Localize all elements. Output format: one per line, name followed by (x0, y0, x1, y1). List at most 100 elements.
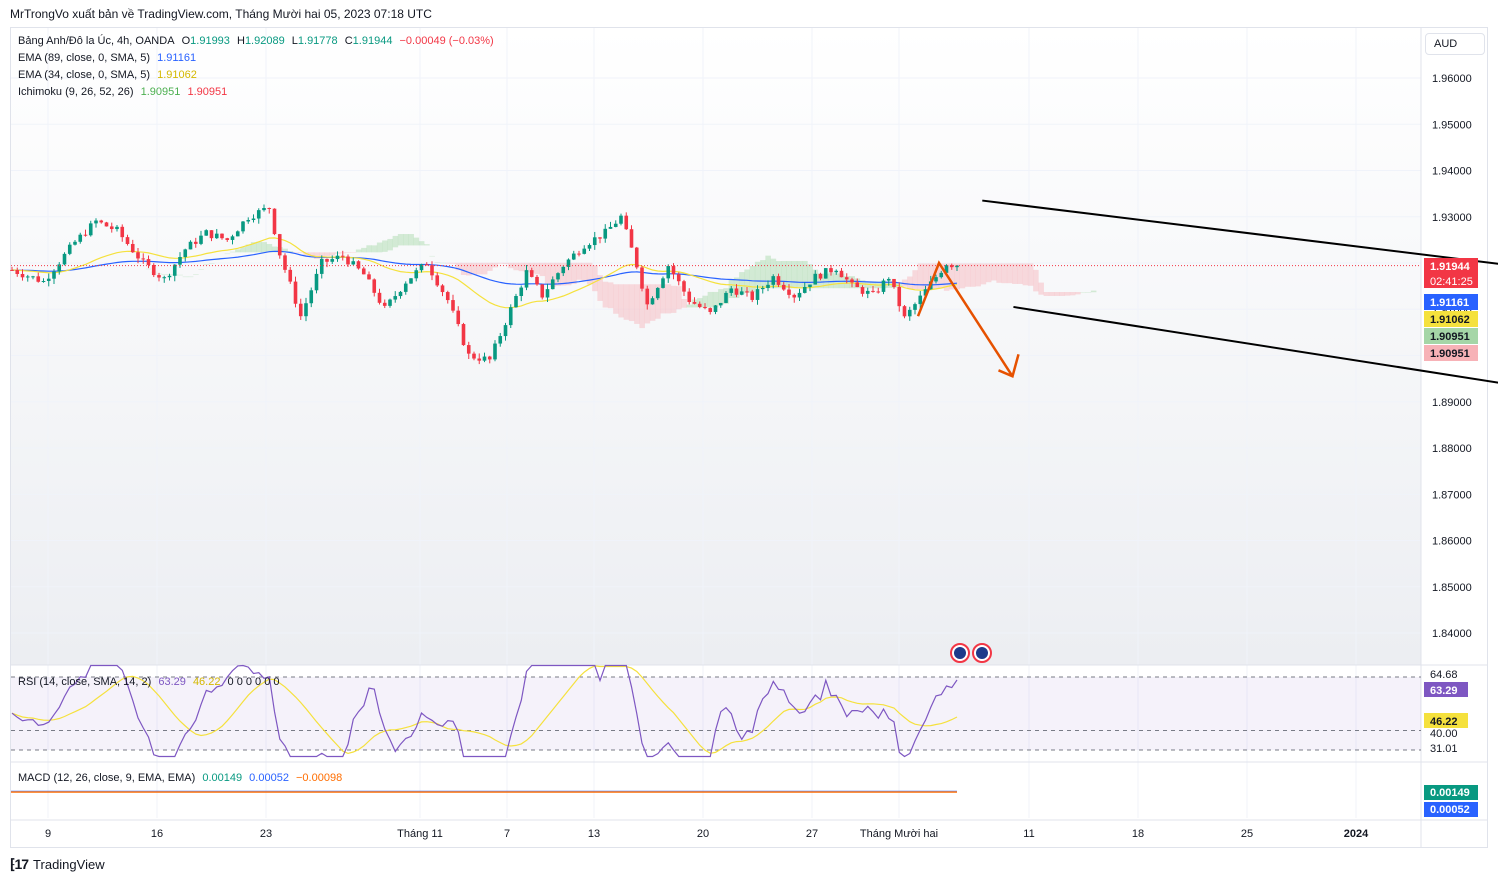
cloud-segment (445, 262, 451, 264)
cloud-segment (1027, 263, 1034, 286)
candle-body (850, 279, 854, 283)
cloud-segment (1012, 263, 1018, 284)
ichimoku-b: 1.90951 (187, 86, 228, 98)
candle-body (41, 280, 46, 282)
cloud-segment (571, 262, 577, 284)
cloud-segment (534, 262, 540, 275)
cloud-segment (954, 263, 960, 290)
cloud-segment (807, 264, 813, 289)
cloud-segment (193, 274, 199, 275)
cloud-segment (796, 260, 803, 289)
cloud-segment (319, 252, 325, 259)
cloud-segment (408, 234, 414, 246)
rsi-band (11, 677, 1421, 750)
candle-body (214, 233, 219, 239)
legend-ema89[interactable]: EMA (89, close, 0, SMA, 5) 1.91161 (18, 52, 200, 64)
candle-body (445, 292, 450, 301)
rsi-axis-lower: 31.01 (1430, 743, 1458, 755)
legend-ichimoku[interactable]: Ichimoku (9, 26, 52, 26) 1.90951 1.90951 (18, 86, 231, 98)
cloud-segment (492, 262, 498, 268)
y-tick-label: 1.89000 (1432, 397, 1472, 409)
currency-button[interactable]: AUD (1425, 33, 1485, 55)
rsi-axis-rsi: 63.29 (1430, 685, 1458, 697)
cloud-segment (355, 249, 362, 253)
cloud-segment (371, 245, 378, 253)
x-tick-label: 18 (1132, 828, 1144, 840)
cloud-segment (565, 262, 572, 286)
macd-hist-value: −0.00098 (296, 772, 343, 784)
candle-body (472, 353, 476, 359)
candle-body (540, 284, 545, 298)
x-tick-label: 23 (260, 828, 272, 840)
candle-body (183, 249, 188, 258)
candle-body (561, 266, 566, 274)
legend-o-label: O (181, 35, 191, 47)
tradingview-logo[interactable]: ⁅17 TradingView (10, 856, 105, 873)
candle-body (319, 258, 324, 274)
cloud-segment (865, 281, 871, 289)
ema34-line (11, 237, 958, 309)
candle-body (860, 287, 865, 294)
candle-body (603, 228, 608, 239)
candle-body (377, 292, 382, 303)
main-pane-bg (11, 28, 1421, 665)
cloud-segment (471, 262, 477, 275)
cloud-segment (576, 262, 582, 280)
legend-macd[interactable]: MACD (12, 26, close, 9, EMA, EMA) 0.0014… (18, 772, 346, 784)
candle-body (62, 253, 67, 265)
legend-main: Bảng Anh/Đô la Úc, 4h, OANDA O1.91993 H1… (18, 35, 498, 47)
cloud-segment (1043, 292, 1050, 296)
candle-body (598, 237, 602, 239)
x-tick-label: 2024 (1344, 828, 1369, 840)
candle-body (493, 343, 497, 360)
cloud-segment (203, 264, 210, 265)
candle-body (78, 234, 83, 242)
candle-body (687, 291, 692, 303)
candle-body (451, 300, 455, 311)
ema34-label: EMA (34, close, 0, SMA, 5) (18, 69, 151, 81)
legend-l-label: L (291, 35, 298, 47)
cloud-segment (618, 284, 624, 318)
cloud-segment (991, 263, 997, 281)
candle-body (634, 247, 639, 268)
cloud-segment (702, 295, 708, 308)
cloud-segment (980, 263, 987, 285)
candle-body (31, 276, 35, 278)
cloud-segment (660, 284, 666, 314)
candle-body (902, 306, 907, 317)
cloud-segment (718, 289, 724, 305)
cloud-segment (586, 262, 593, 285)
candle-body (739, 291, 744, 295)
cloud-segment (313, 252, 320, 259)
cloud-segment (676, 286, 682, 310)
cloud-segment (429, 255, 435, 257)
candle-body (729, 288, 734, 293)
cloud-segment (628, 284, 635, 322)
candle-body (10, 269, 14, 271)
cloud-segment (329, 252, 336, 256)
candle-body (267, 208, 272, 210)
rsi-badge-ma (1424, 713, 1468, 728)
tv-logo-icon: ⁅17 (10, 856, 29, 872)
flag-au-icon (976, 647, 988, 659)
candle-body (199, 235, 203, 244)
candle-body (865, 290, 870, 294)
rsi-badge-rsi (1424, 682, 1468, 697)
candle-body (230, 236, 235, 240)
candle-body (949, 265, 954, 268)
candle-body (666, 266, 671, 279)
cloud-segment (550, 262, 556, 287)
cloud-segment (970, 263, 976, 287)
legend-ema34[interactable]: EMA (34, close, 0, SMA, 5) 1.91062 (18, 69, 201, 81)
candle-body (293, 281, 298, 304)
cloud-segment (1017, 263, 1023, 284)
cloud-segment (749, 266, 756, 293)
cloud-segment (959, 263, 966, 289)
candle-body (766, 284, 770, 288)
candle-body (398, 291, 403, 297)
candle-body (382, 302, 387, 306)
cloud-segment (366, 245, 372, 253)
legend-rsi[interactable]: RSI (14, close, SMA, 14, 2) 63.29 46.22 … (18, 676, 284, 688)
candle-body (839, 270, 844, 278)
